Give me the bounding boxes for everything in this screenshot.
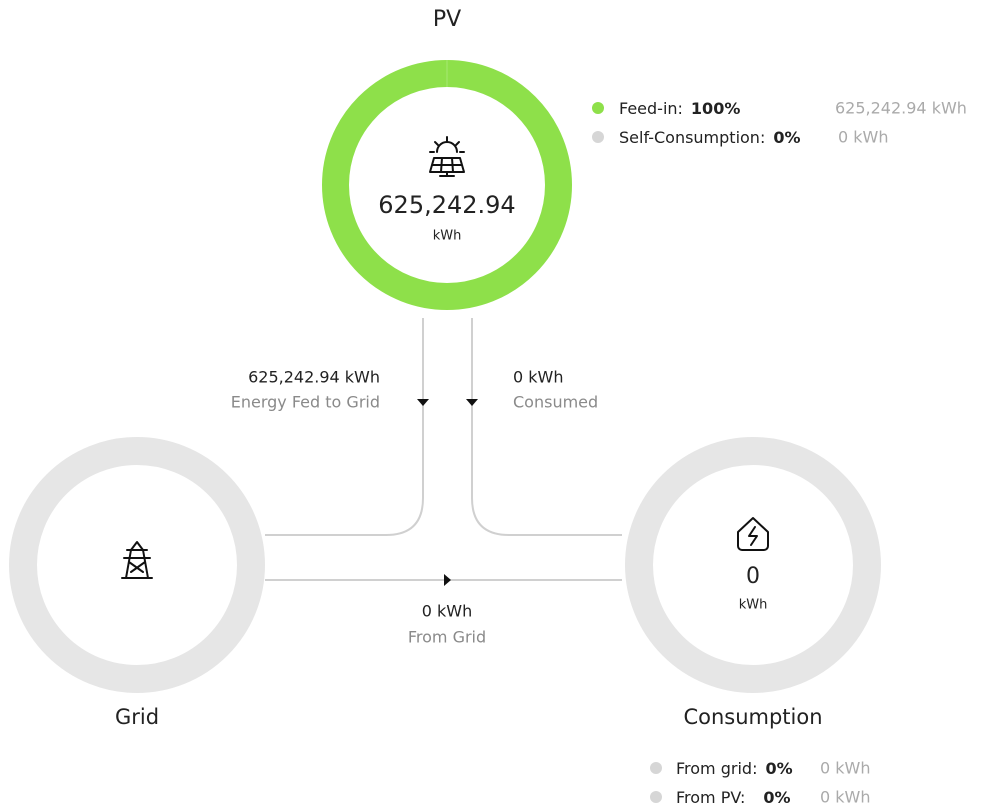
grid-title: Grid: [115, 705, 159, 729]
flow-amount: 0 kWh: [513, 368, 564, 387]
legend-amount: 625,242.94 kWh: [835, 99, 967, 118]
legend-entry: Feed-in: 100%: [619, 99, 740, 118]
legend-dot: [650, 791, 662, 803]
legend-amount: 0 kWh: [820, 759, 871, 778]
consumption-unit: kWh: [739, 598, 768, 613]
pv-title: PV: [433, 7, 461, 32]
pv-icon: [429, 136, 465, 177]
consumption-value: 0: [746, 564, 760, 589]
flow-arrow: [417, 399, 429, 406]
legend-dot: [592, 131, 604, 143]
flow-label: Energy Fed to Grid: [231, 393, 380, 412]
legend-amount: 0 kWh: [838, 128, 889, 147]
legend-entry: Self-Consumption: 0%: [619, 128, 801, 147]
flow-arrow: [466, 399, 478, 406]
flow-line: [265, 318, 424, 536]
flow-amount: 625,242.94 kWh: [248, 368, 380, 387]
flow-label: From Grid: [408, 628, 486, 647]
flow-label: Consumed: [513, 393, 598, 412]
grid-icon: [121, 541, 153, 579]
flow-amount: 0 kWh: [422, 602, 473, 621]
legend-entry: From PV: 0%: [676, 788, 791, 807]
legend-amount: 0 kWh: [820, 788, 871, 807]
pv-value: 625,242.94: [378, 191, 515, 219]
flow-arrow: [444, 574, 451, 586]
consumption-title: Consumption: [683, 705, 822, 729]
legend-entry: From grid: 0%: [676, 759, 793, 778]
pv-ring: [322, 60, 572, 310]
consumption-icon: [737, 517, 769, 551]
flow-line: [471, 318, 622, 536]
consumption-ring: [625, 437, 881, 693]
legend-dot: [650, 762, 662, 774]
pv-unit: kWh: [433, 229, 462, 244]
legend-dot: [592, 102, 604, 114]
grid-ring: [9, 437, 265, 693]
